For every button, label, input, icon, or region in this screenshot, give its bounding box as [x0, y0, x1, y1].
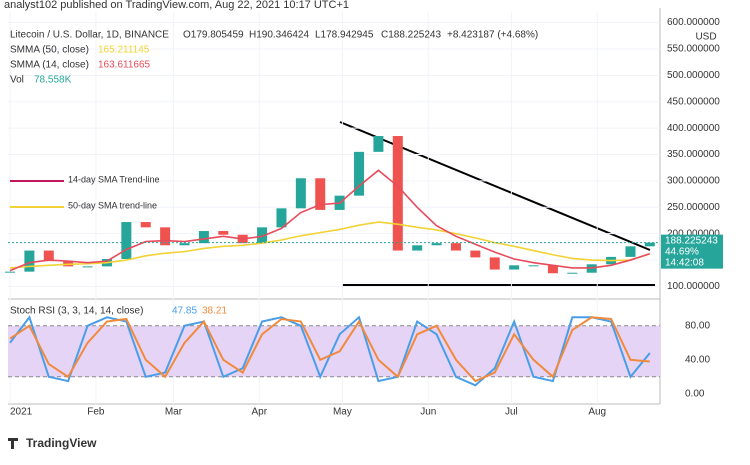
price-tag: 14:42:08	[665, 257, 704, 268]
x-tick-label: Feb	[87, 407, 105, 418]
candle	[567, 272, 578, 274]
ma-line	[9, 169, 651, 272]
indicator-value: 163.611665	[98, 60, 151, 71]
candle	[179, 243, 190, 246]
x-tick-label: Aug	[588, 407, 606, 418]
stoch-value: 38.21	[202, 306, 227, 317]
candle	[470, 250, 481, 258]
candle	[489, 257, 500, 270]
y-tick-label: 350.000000	[667, 149, 720, 160]
x-tick-label: Jul	[505, 407, 518, 418]
candle	[392, 136, 403, 251]
price-tag: 44.69%	[665, 246, 699, 257]
symbol: Litecoin / U.S. Dollar, 1D, BINANCE	[10, 30, 169, 41]
x-tick-label: 2021	[10, 407, 33, 418]
indicator-name: SMMA (14, close)	[10, 60, 89, 71]
ohlc: C188.225243	[381, 30, 441, 41]
header-title: analyst102 published on TradingView.com,…	[4, 0, 349, 11]
candle	[5, 271, 15, 273]
volume-value: 78.558K	[34, 75, 72, 86]
y-tick-label: 80.00	[685, 320, 710, 331]
y-tick-label: 250.000000	[667, 202, 720, 213]
candle	[82, 266, 93, 268]
candle	[198, 231, 209, 244]
ohlc: H190.346424	[249, 30, 309, 41]
candle	[354, 151, 365, 196]
ma-line	[9, 221, 651, 269]
price-tag-box	[661, 234, 723, 269]
price-axis	[660, 8, 750, 408]
y-tick-label: 40.00	[685, 354, 710, 365]
y-tick-label: 550.000000	[667, 44, 720, 55]
indicator-value: 165.211145	[98, 45, 150, 56]
candle	[315, 178, 326, 210]
candle	[160, 227, 171, 246]
y-tick-label: 0.00	[685, 388, 705, 399]
currency: USD	[695, 32, 716, 43]
stoch-value: 47.85	[172, 306, 197, 317]
candle	[140, 222, 151, 228]
footer-logo: TradingView	[26, 436, 97, 450]
y-tick-label: 400.000000	[667, 123, 720, 134]
candle	[295, 178, 306, 209]
candle	[509, 265, 520, 270]
logo-icon	[8, 438, 18, 449]
x-tick-label: Jun	[420, 407, 436, 418]
y-tick-label: 300.000000	[667, 176, 720, 187]
stoch-band	[8, 325, 660, 377]
ohlc: O179.805459	[183, 30, 244, 41]
annotation: 14-day SMA Trend-line	[68, 174, 160, 184]
candle	[218, 231, 229, 235]
x-tick-label: Mar	[165, 407, 183, 418]
indicator-name: SMMA (50, close)	[10, 45, 89, 56]
trend-line	[339, 121, 651, 251]
candle	[276, 208, 287, 228]
candle	[412, 245, 423, 251]
candle	[547, 265, 558, 274]
candle	[450, 243, 461, 251]
y-tick-label: 100.000000	[667, 281, 720, 292]
x-tick-label: May	[333, 407, 352, 418]
candle	[431, 243, 442, 246]
price-tag: 188.225243	[665, 235, 718, 246]
ohlc: +8.423187 (+4.68%)	[447, 30, 538, 41]
y-tick-label: 200.000000	[667, 228, 720, 239]
x-tick-label: Apr	[252, 407, 268, 418]
y-tick-label: 450.000000	[667, 96, 720, 107]
candle	[121, 222, 132, 259]
candle	[257, 227, 268, 244]
annotation: 50-day SMA trend-line	[68, 200, 157, 210]
candle	[373, 136, 384, 152]
y-tick-label: 500.000000	[667, 70, 720, 81]
volume-name: Vol	[10, 75, 24, 86]
candle	[24, 250, 35, 272]
candle	[43, 250, 54, 262]
candle	[528, 265, 539, 267]
stoch-name: Stoch RSI (3, 3, 14, 14, close)	[10, 306, 143, 317]
stoch-line	[9, 316, 650, 383]
y-tick-label: 600.000000	[667, 17, 720, 28]
candle	[625, 246, 636, 257]
ohlc: L178.942945	[315, 30, 374, 41]
candle	[644, 242, 655, 247]
